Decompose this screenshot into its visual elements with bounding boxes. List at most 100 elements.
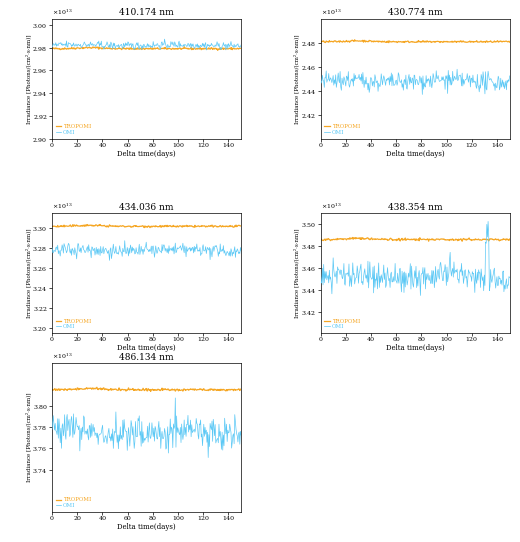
OMI: [238, 248, 244, 254]
TROPOMI: [148, 388, 154, 395]
Legend: TROPOMI, OMI: TROPOMI, OMI: [323, 123, 361, 136]
TROPOMI: [352, 36, 358, 43]
TROPOMI: [163, 386, 169, 393]
TROPOMI: [431, 38, 437, 45]
Line: OMI: OMI: [320, 69, 510, 94]
OMI: [222, 247, 228, 254]
OMI: [431, 73, 437, 80]
Title: 430.774 nm: 430.774 nm: [388, 9, 443, 17]
TROPOMI: [49, 386, 56, 393]
Y-axis label: Irradiance [Photons/(cm²·s·nm)]: Irradiance [Photons/(cm²·s·nm)]: [293, 34, 299, 124]
TROPOMI: [166, 223, 172, 229]
OMI: [107, 257, 113, 263]
TROPOMI: [49, 45, 55, 51]
Legend: TROPOMI, OMI: TROPOMI, OMI: [55, 496, 93, 509]
TROPOMI: [181, 43, 187, 50]
TROPOMI: [210, 387, 216, 393]
Line: TROPOMI: TROPOMI: [320, 40, 510, 43]
TROPOMI: [166, 387, 172, 393]
OMI: [161, 41, 167, 48]
OMI: [222, 43, 228, 49]
OMI: [49, 249, 56, 255]
Line: OMI: OMI: [320, 222, 510, 295]
TROPOMI: [238, 45, 244, 51]
TROPOMI: [434, 236, 440, 242]
TROPOMI: [97, 221, 103, 228]
TROPOMI: [49, 223, 56, 230]
TROPOMI: [478, 38, 484, 44]
X-axis label: Delta time(days): Delta time(days): [386, 150, 445, 158]
TROPOMI: [386, 40, 392, 46]
TROPOMI: [209, 45, 215, 51]
TROPOMI: [459, 238, 465, 244]
TROPOMI: [210, 223, 216, 229]
TROPOMI: [317, 235, 323, 242]
TROPOMI: [506, 236, 513, 242]
TROPOMI: [506, 39, 513, 46]
OMI: [238, 432, 244, 438]
OMI: [317, 76, 323, 83]
OMI: [318, 80, 324, 86]
OMI: [485, 218, 491, 225]
Y-axis label: Irradiance [Photons/(cm²·s·nm)]: Irradiance [Photons/(cm²·s·nm)]: [25, 229, 31, 318]
OMI: [161, 36, 167, 42]
OMI: [477, 284, 484, 291]
TROPOMI: [161, 46, 167, 52]
Line: OMI: OMI: [52, 241, 241, 260]
OMI: [166, 242, 172, 249]
TROPOMI: [49, 387, 55, 393]
TROPOMI: [238, 386, 244, 392]
TROPOMI: [49, 46, 56, 52]
TROPOMI: [431, 38, 437, 45]
OMI: [205, 454, 211, 461]
TROPOMI: [222, 46, 228, 52]
TROPOMI: [238, 223, 244, 229]
OMI: [430, 70, 436, 77]
OMI: [161, 433, 167, 440]
TROPOMI: [215, 47, 221, 54]
OMI: [210, 42, 216, 48]
TROPOMI: [317, 38, 323, 44]
OMI: [210, 438, 216, 444]
OMI: [49, 420, 56, 427]
OMI: [49, 43, 56, 49]
OMI: [431, 269, 437, 275]
TROPOMI: [147, 224, 153, 231]
X-axis label: Delta time(days): Delta time(days): [386, 344, 445, 352]
OMI: [203, 47, 210, 53]
Y-axis label: Irradiance [Photons/(cm²·s·nm)]: Irradiance [Photons/(cm²·s·nm)]: [293, 229, 299, 318]
OMI: [419, 91, 425, 98]
OMI: [317, 270, 323, 277]
OMI: [454, 66, 460, 73]
TROPOMI: [434, 38, 440, 44]
Legend: TROPOMI, OMI: TROPOMI, OMI: [55, 123, 93, 136]
TROPOMI: [318, 39, 324, 46]
TROPOMI: [349, 234, 356, 241]
Title: 486.134 nm: 486.134 nm: [119, 353, 174, 362]
TROPOMI: [318, 236, 324, 243]
OMI: [163, 245, 169, 251]
OMI: [122, 237, 128, 244]
Title: 438.354 nm: 438.354 nm: [388, 203, 443, 212]
OMI: [222, 415, 228, 422]
OMI: [490, 272, 496, 278]
OMI: [162, 40, 168, 46]
Line: TROPOMI: TROPOMI: [52, 47, 241, 50]
Line: TROPOMI: TROPOMI: [52, 388, 241, 391]
OMI: [506, 73, 513, 79]
OMI: [165, 43, 172, 49]
TROPOMI: [222, 387, 228, 393]
Legend: TROPOMI, OMI: TROPOMI, OMI: [323, 318, 361, 331]
TROPOMI: [431, 236, 437, 242]
TROPOMI: [161, 44, 167, 51]
OMI: [238, 42, 244, 48]
TROPOMI: [430, 237, 436, 243]
TROPOMI: [94, 384, 100, 391]
Title: 410.174 nm: 410.174 nm: [119, 9, 174, 17]
OMI: [210, 246, 216, 253]
OMI: [434, 75, 440, 82]
OMI: [49, 244, 55, 251]
OMI: [478, 71, 484, 78]
TROPOMI: [222, 223, 228, 230]
OMI: [506, 274, 513, 281]
